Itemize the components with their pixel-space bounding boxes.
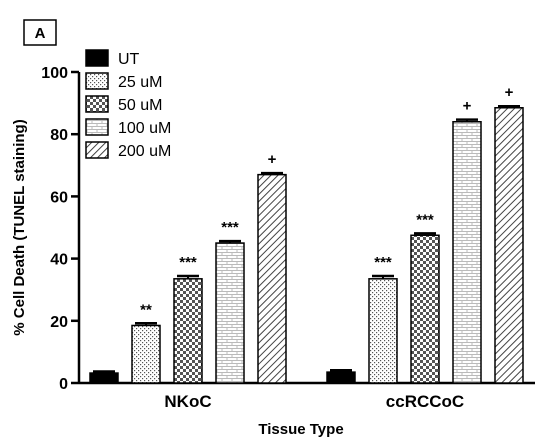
- bar-200-um-ccrccoc: [494, 107, 524, 384]
- x-category-label: ccRCCoC: [386, 392, 464, 411]
- y-tick-label: 100: [41, 65, 68, 82]
- y-tick-label: 20: [50, 314, 68, 331]
- bar-50-um-nkoc: [173, 278, 203, 384]
- bar-25-um-nkoc: [131, 324, 161, 384]
- y-tick-label: 60: [50, 189, 68, 206]
- legend-label: 200 uM: [118, 143, 171, 160]
- y-tick-label: 40: [50, 252, 68, 269]
- legend-item: 50 uM: [85, 95, 162, 114]
- bar-25-um-ccrccoc: [368, 278, 398, 384]
- legend-swatch: [85, 72, 109, 90]
- legend-item: UT: [85, 49, 140, 68]
- legend: UT 25 uM 50 uM 100 uM 200 uM: [85, 49, 171, 160]
- x-category-label: NKoC: [164, 392, 211, 411]
- legend-label: 25 uM: [118, 74, 162, 91]
- significance-label: ***: [179, 254, 197, 271]
- y-axis-title: % Cell Death (TUNEL staining): [11, 119, 28, 335]
- significance-label: +: [463, 98, 472, 115]
- significance-label: ***: [374, 254, 392, 271]
- bar-100-um-ccrccoc: [452, 121, 482, 384]
- y-tick-label: 0: [59, 376, 68, 393]
- legend-swatch: [85, 95, 109, 113]
- legend-swatch: [85, 49, 109, 67]
- significance-label: +: [268, 151, 277, 168]
- significance-label: **: [140, 301, 152, 318]
- bar-50-um-ccrccoc: [410, 234, 440, 384]
- x-axis-title: Tissue Type: [258, 421, 343, 438]
- significance-label: ***: [221, 219, 239, 236]
- legend-label: UT: [118, 51, 140, 68]
- bar-200-um-nkoc: [257, 173, 287, 384]
- legend-label: 50 uM: [118, 97, 162, 114]
- bar-100-um-nkoc: [215, 242, 245, 384]
- legend-label: 100 uM: [118, 120, 171, 137]
- bar-ut-nkoc: [89, 372, 119, 384]
- y-tick-label: 80: [50, 127, 68, 144]
- panel-label-box: A: [23, 19, 57, 46]
- legend-item: 200 uM: [85, 141, 171, 160]
- significance-label: +: [505, 84, 514, 101]
- bar-ut-ccrccoc: [326, 371, 356, 384]
- legend-item: 25 uM: [85, 72, 162, 91]
- significance-label: ***: [416, 211, 434, 228]
- legend-swatch: [85, 141, 109, 159]
- legend-swatch: [85, 118, 109, 136]
- panel-label: A: [35, 25, 46, 42]
- bar-series-group: ********+NKoC******++ccRCCoC: [89, 84, 524, 411]
- legend-item: 100 uM: [85, 118, 171, 137]
